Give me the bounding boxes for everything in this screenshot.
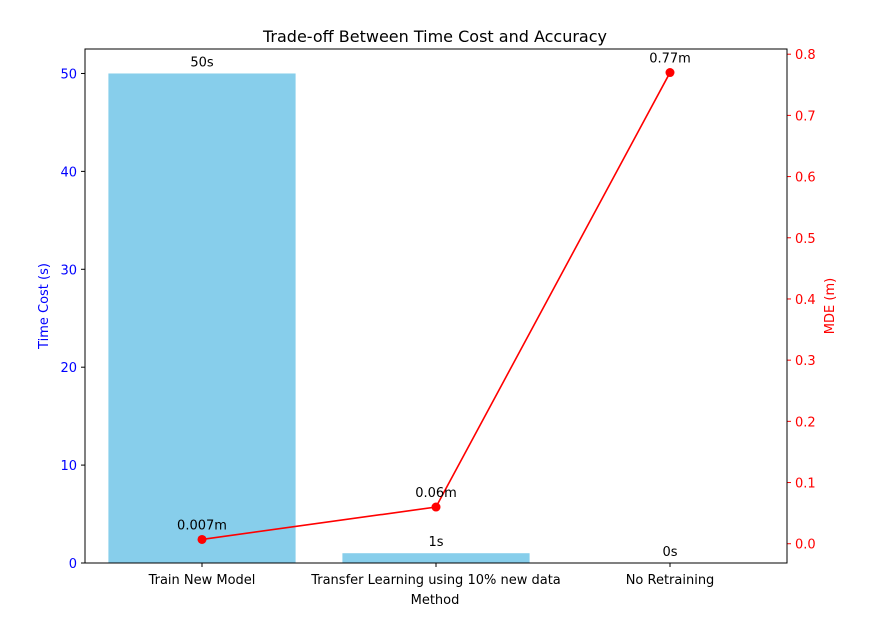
x-tick-label-2: No Retraining xyxy=(626,573,715,588)
mde-point-0 xyxy=(197,534,207,544)
bar-label-0: 50s xyxy=(190,55,214,70)
bar-1 xyxy=(342,553,530,563)
mde-label-0: 0.007m xyxy=(177,518,227,533)
y-tick-label-left-4: 40 xyxy=(60,165,77,180)
y-tick-label-right-8: 0.8 xyxy=(795,48,816,63)
y-tick-label-left-5: 50 xyxy=(60,67,77,82)
y-tick-label-right-1: 0.1 xyxy=(795,477,816,492)
y-tick-label-left-0: 0 xyxy=(69,557,77,572)
bar-label-1: 1s xyxy=(428,535,443,550)
chart-title: Trade-off Between Time Cost and Accuracy xyxy=(262,27,607,46)
y-tick-label-right-0: 0.0 xyxy=(795,538,816,553)
y-tick-label-left-2: 20 xyxy=(60,361,77,376)
x-tick-label-1: Transfer Learning using 10% new data xyxy=(310,573,561,588)
y-tick-label-right-3: 0.3 xyxy=(795,354,816,369)
y-axis-label-right: MDE (m) xyxy=(823,278,838,334)
mde-label-1: 0.06m xyxy=(415,486,457,501)
y-tick-label-right-2: 0.2 xyxy=(795,415,816,430)
mde-point-2 xyxy=(665,68,675,78)
y-tick-label-right-6: 0.6 xyxy=(795,171,816,186)
mde-point-1 xyxy=(431,502,441,512)
bar-0 xyxy=(108,73,296,563)
y-tick-label-right-4: 0.4 xyxy=(795,293,816,308)
plot-frame xyxy=(84,48,788,564)
y-axis-label-left: Time Cost (s) xyxy=(37,263,52,350)
plot-area: 50s 1s 0s Train New Model Transfer Learning … xyxy=(60,48,815,588)
x-axis-label: Method xyxy=(411,593,460,608)
y-tick-label-left-3: 30 xyxy=(60,263,77,278)
y-tick-label-right-7: 0.7 xyxy=(795,109,816,124)
mde-label-2: 0.77m xyxy=(649,52,691,67)
y-tick-label-left-1: 10 xyxy=(60,459,77,474)
bar-label-2: 0s xyxy=(662,545,677,560)
y-tick-label-right-5: 0.5 xyxy=(795,232,816,247)
x-tick-label-0: Train New Model xyxy=(148,573,256,588)
